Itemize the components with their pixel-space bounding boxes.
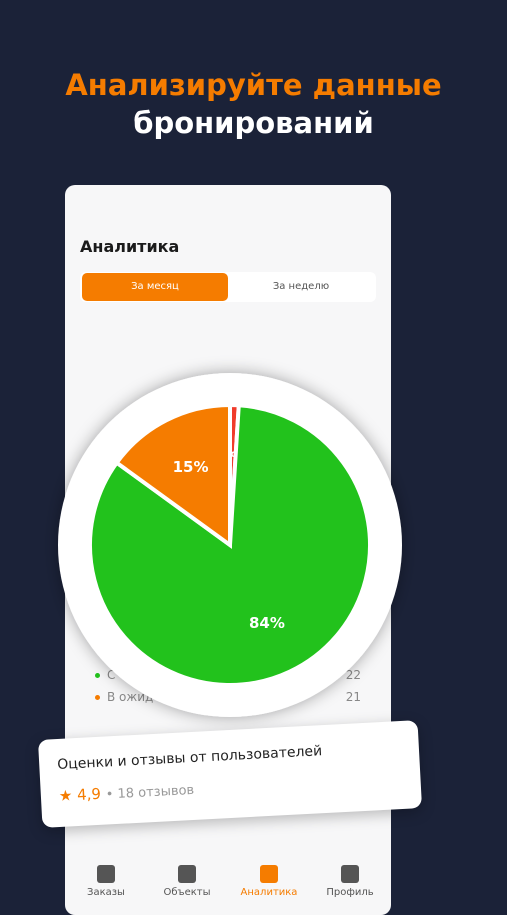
nav-label: Объекты [163,887,211,898]
rating: 4,9 [76,784,102,805]
rating-row: ★ 4,9 • 18 отзывов [58,780,194,805]
legend-item: В ожид [95,690,153,704]
tab[interactable]: За неделю [272,281,330,292]
headline: бронирований [133,106,374,140]
nav-label: Аналитика [240,887,298,898]
review-title: Оценки и отзывы от пользователей [56,743,323,774]
headline: Анализируйте данные [65,68,442,102]
review-count: • 18 отзывов [105,782,195,803]
nav-item[interactable]: Аналитика [234,865,304,898]
legend-count: 21 [345,690,361,704]
legend-label: В ожид [107,690,154,704]
nav-item[interactable]: Объекты [152,865,222,898]
screen-title: Аналитика [80,237,180,256]
legend-count: 22 [345,668,361,682]
nav-item[interactable]: Заказы [71,865,141,898]
star: ★ [58,786,73,805]
nav-item[interactable]: Профиль [315,865,385,898]
nav-label: Профиль [326,887,374,898]
tabs: За месяц За неделю [80,272,376,302]
tab[interactable]: За месяц [82,273,228,301]
slice-label: 15% [173,458,209,476]
legend-item: С [95,668,115,682]
slice-label: 84% [249,614,285,632]
nav-label: Заказы [87,887,125,898]
legend-label: С [107,668,116,682]
pie-slice [113,402,232,549]
